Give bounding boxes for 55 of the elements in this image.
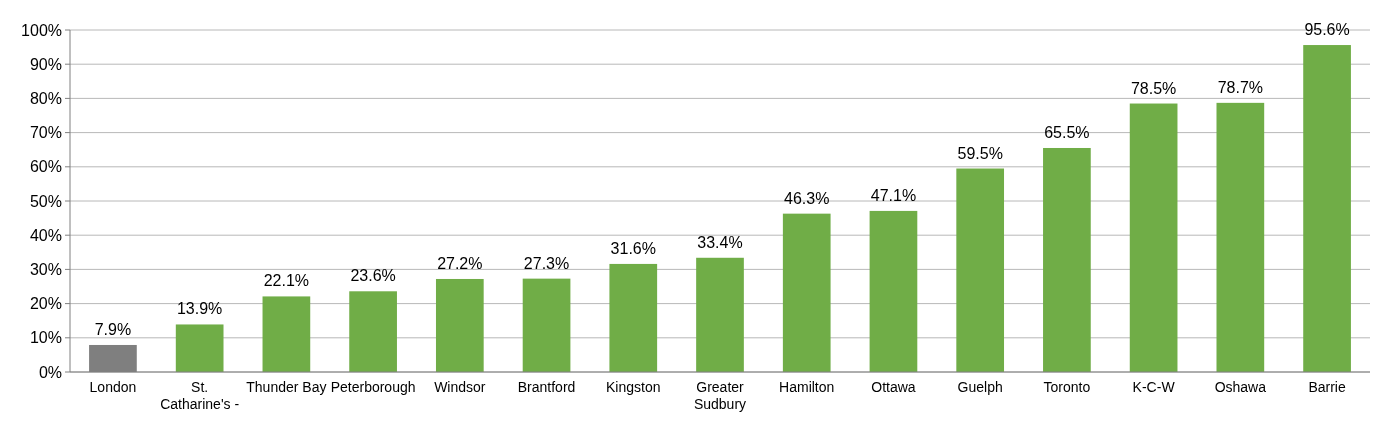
bar bbox=[696, 257, 744, 372]
bar bbox=[1216, 102, 1265, 372]
bar bbox=[956, 168, 1005, 372]
bar bbox=[435, 278, 484, 372]
data-label: 22.1% bbox=[263, 272, 310, 290]
x-tick-label: London bbox=[89, 379, 137, 395]
x-tick-label: Thunder Bay bbox=[246, 379, 327, 395]
bar bbox=[1129, 103, 1178, 372]
y-tick-label: 0% bbox=[38, 363, 62, 381]
x-tick-label: Oshawa bbox=[1214, 379, 1267, 395]
data-label: 78.5% bbox=[1130, 79, 1177, 97]
data-label: 78.7% bbox=[1217, 78, 1264, 96]
x-tick-label: K-C-W bbox=[1132, 379, 1176, 395]
y-tick-label: 30% bbox=[29, 261, 62, 278]
bar bbox=[782, 213, 831, 372]
bar bbox=[1043, 147, 1091, 372]
x-tick-label: Guelph bbox=[957, 379, 1003, 395]
bar bbox=[262, 296, 311, 372]
x-tick-label: Toronto bbox=[1043, 379, 1091, 395]
y-tick-label: 70% bbox=[29, 124, 62, 142]
data-label: 47.1% bbox=[870, 186, 917, 204]
data-label: 46.3% bbox=[784, 189, 830, 207]
x-tick-label: Ottawa bbox=[871, 379, 916, 395]
y-tick-label: 20% bbox=[29, 295, 62, 313]
bar bbox=[1303, 45, 1351, 372]
bar bbox=[609, 263, 658, 372]
bar bbox=[175, 324, 224, 372]
x-tick-label: Barrie bbox=[1308, 379, 1346, 395]
y-tick-label: 100% bbox=[21, 21, 62, 39]
data-label: 65.5% bbox=[1044, 123, 1090, 141]
x-tick-label: Peterborough bbox=[330, 379, 416, 395]
y-tick-label: 40% bbox=[29, 226, 62, 244]
data-label: 59.5% bbox=[957, 144, 1003, 162]
y-tick-label: 50% bbox=[29, 192, 62, 210]
bar bbox=[349, 291, 397, 372]
x-tick-label: Windsor bbox=[434, 379, 486, 395]
y-tick-label: 60% bbox=[29, 158, 62, 176]
x-tick-label: Hamilton bbox=[779, 379, 835, 395]
data-label: 33.4% bbox=[697, 233, 743, 251]
data-label: 7.9% bbox=[94, 320, 132, 338]
data-label: 27.3% bbox=[523, 254, 570, 272]
data-label: 27.2% bbox=[437, 254, 483, 272]
data-label: 31.6% bbox=[610, 239, 656, 257]
data-label: 13.9% bbox=[176, 300, 223, 318]
bar bbox=[522, 278, 571, 372]
x-tick-label: St. Catharine's - bbox=[160, 379, 240, 412]
y-tick-label: 90% bbox=[29, 55, 62, 73]
y-tick-label: 10% bbox=[29, 329, 62, 347]
data-label: 23.6% bbox=[350, 267, 396, 285]
x-tick-label: Brantford bbox=[517, 379, 576, 395]
x-tick-label: Greater Sudbury bbox=[693, 379, 747, 412]
data-label: 95.6% bbox=[1304, 21, 1350, 39]
y-tick-label: 80% bbox=[29, 90, 62, 107]
bar bbox=[869, 210, 918, 372]
x-tick-label: Kingston bbox=[606, 379, 661, 395]
